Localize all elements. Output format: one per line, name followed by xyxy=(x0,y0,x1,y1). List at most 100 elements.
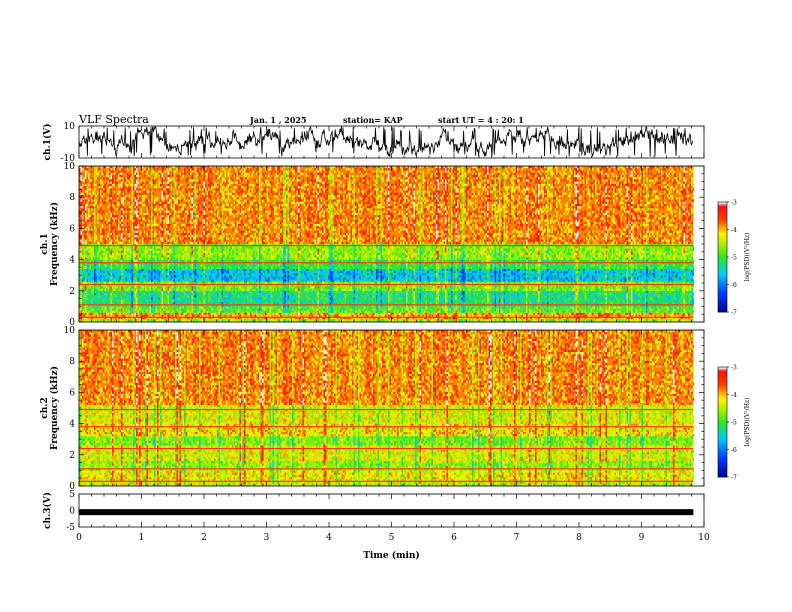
psd-cell xyxy=(162,286,164,289)
psd-cell xyxy=(499,309,501,311)
psd-cell xyxy=(520,295,522,297)
psd-cell xyxy=(682,291,684,293)
psd-cell xyxy=(189,298,191,300)
psd-cell xyxy=(361,300,363,302)
psd-cell xyxy=(337,315,339,317)
psd-cell xyxy=(394,311,396,313)
psd-cell xyxy=(394,302,396,304)
psd-cell xyxy=(495,300,497,302)
psd-cell xyxy=(90,289,92,292)
psd-cell xyxy=(334,302,336,304)
psd-cell xyxy=(130,289,132,292)
psd-cell xyxy=(229,269,231,271)
psd-cell xyxy=(480,311,482,313)
psd-cell xyxy=(606,275,608,277)
psd-cell xyxy=(508,269,510,271)
psd-cell xyxy=(280,315,282,317)
psd-cell xyxy=(144,295,146,297)
psd-cell xyxy=(319,315,321,317)
psd-cell xyxy=(334,315,336,317)
psd-cell xyxy=(459,295,461,297)
psd-cell xyxy=(381,315,383,317)
psd-cell xyxy=(453,281,455,284)
psd-cell xyxy=(169,271,171,273)
psd-cell xyxy=(156,313,158,315)
psd-cell xyxy=(555,306,557,308)
psd-cell xyxy=(637,289,639,292)
psd-cell xyxy=(366,275,368,277)
psd-cell xyxy=(426,293,428,295)
psd-cell xyxy=(204,302,206,304)
psd-cell xyxy=(547,281,549,284)
psd-cell xyxy=(675,273,677,275)
psd-cell xyxy=(646,291,648,293)
psd-cell xyxy=(585,275,587,277)
psd-cell xyxy=(394,291,396,293)
psd-cell xyxy=(216,281,218,284)
psd-cell xyxy=(241,289,243,292)
psd-cell xyxy=(349,291,351,293)
psd-cell xyxy=(418,291,420,293)
psd-cell xyxy=(241,315,243,317)
psd-cell xyxy=(103,271,105,273)
psd-cell xyxy=(504,291,506,293)
psd-cell xyxy=(319,298,321,300)
psd-cell xyxy=(690,286,692,289)
psd-cell xyxy=(456,300,458,302)
psd-cell xyxy=(397,295,399,297)
psd-cell xyxy=(385,306,387,308)
psd-cell xyxy=(636,300,638,302)
psd-cell xyxy=(277,298,279,300)
psd-cell xyxy=(499,306,501,308)
psd-cell xyxy=(150,289,152,292)
psd-cell xyxy=(253,271,255,273)
psd-cell xyxy=(280,295,282,297)
psd-cell xyxy=(499,298,501,300)
psd-cell xyxy=(639,300,641,302)
psd-cell xyxy=(205,298,207,300)
psd-cell xyxy=(156,286,158,289)
psd-cell xyxy=(298,286,300,289)
psd-cell xyxy=(298,281,300,284)
psd-cell xyxy=(438,275,440,277)
psd-cell xyxy=(547,315,549,317)
psd-cell xyxy=(376,311,378,313)
psd-cell xyxy=(231,302,233,304)
psd-cell xyxy=(175,315,177,317)
psd-cell xyxy=(222,298,224,300)
psd-cell xyxy=(237,289,239,292)
psd-cell xyxy=(250,275,252,277)
psd-cell xyxy=(84,281,86,284)
psd-cell xyxy=(378,300,380,302)
psd-cell xyxy=(259,271,261,273)
psd-cell xyxy=(517,295,519,297)
psd-cell xyxy=(388,286,390,289)
psd-cell xyxy=(409,269,411,271)
psd-cell xyxy=(342,311,344,313)
psd-cell xyxy=(414,269,416,271)
psd-cell xyxy=(436,273,438,275)
psd-cell xyxy=(223,293,225,295)
psd-cell xyxy=(472,271,474,273)
psd-cell xyxy=(456,302,458,304)
psd-cell xyxy=(562,291,564,293)
psd-cell xyxy=(420,300,422,302)
psd-cell xyxy=(387,300,389,302)
psd-cell xyxy=(91,275,93,277)
psd-cell xyxy=(357,275,359,277)
psd-cell xyxy=(609,289,611,292)
psd-cell xyxy=(351,275,353,277)
psd-cell xyxy=(669,298,671,300)
psd-cell xyxy=(375,293,377,295)
psd-cell xyxy=(247,295,249,297)
psd-cell xyxy=(627,298,629,300)
psd-cell xyxy=(238,298,240,300)
psd-cell xyxy=(357,315,359,317)
psd-cell xyxy=(223,281,225,284)
psd-cell xyxy=(166,311,168,313)
psd-cell xyxy=(625,313,627,315)
psd-cell xyxy=(624,286,626,289)
psd-cell xyxy=(651,273,653,275)
psd-cell xyxy=(498,273,500,275)
psd-cell xyxy=(162,289,164,292)
